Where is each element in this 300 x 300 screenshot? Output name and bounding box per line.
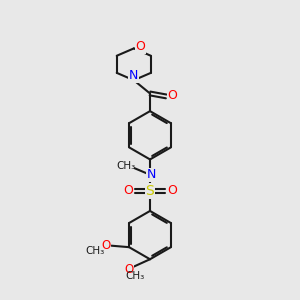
Text: O: O — [101, 238, 111, 252]
Text: S: S — [146, 184, 154, 198]
Text: O: O — [124, 263, 133, 276]
Text: CH₃: CH₃ — [116, 161, 136, 171]
Text: CH₃: CH₃ — [126, 271, 145, 281]
Text: N: N — [147, 168, 156, 181]
Text: O: O — [167, 184, 177, 197]
Text: CH₃: CH₃ — [85, 246, 105, 256]
Text: O: O — [168, 89, 178, 102]
Text: N: N — [129, 69, 139, 82]
Text: O: O — [123, 184, 133, 197]
Text: O: O — [135, 40, 145, 53]
